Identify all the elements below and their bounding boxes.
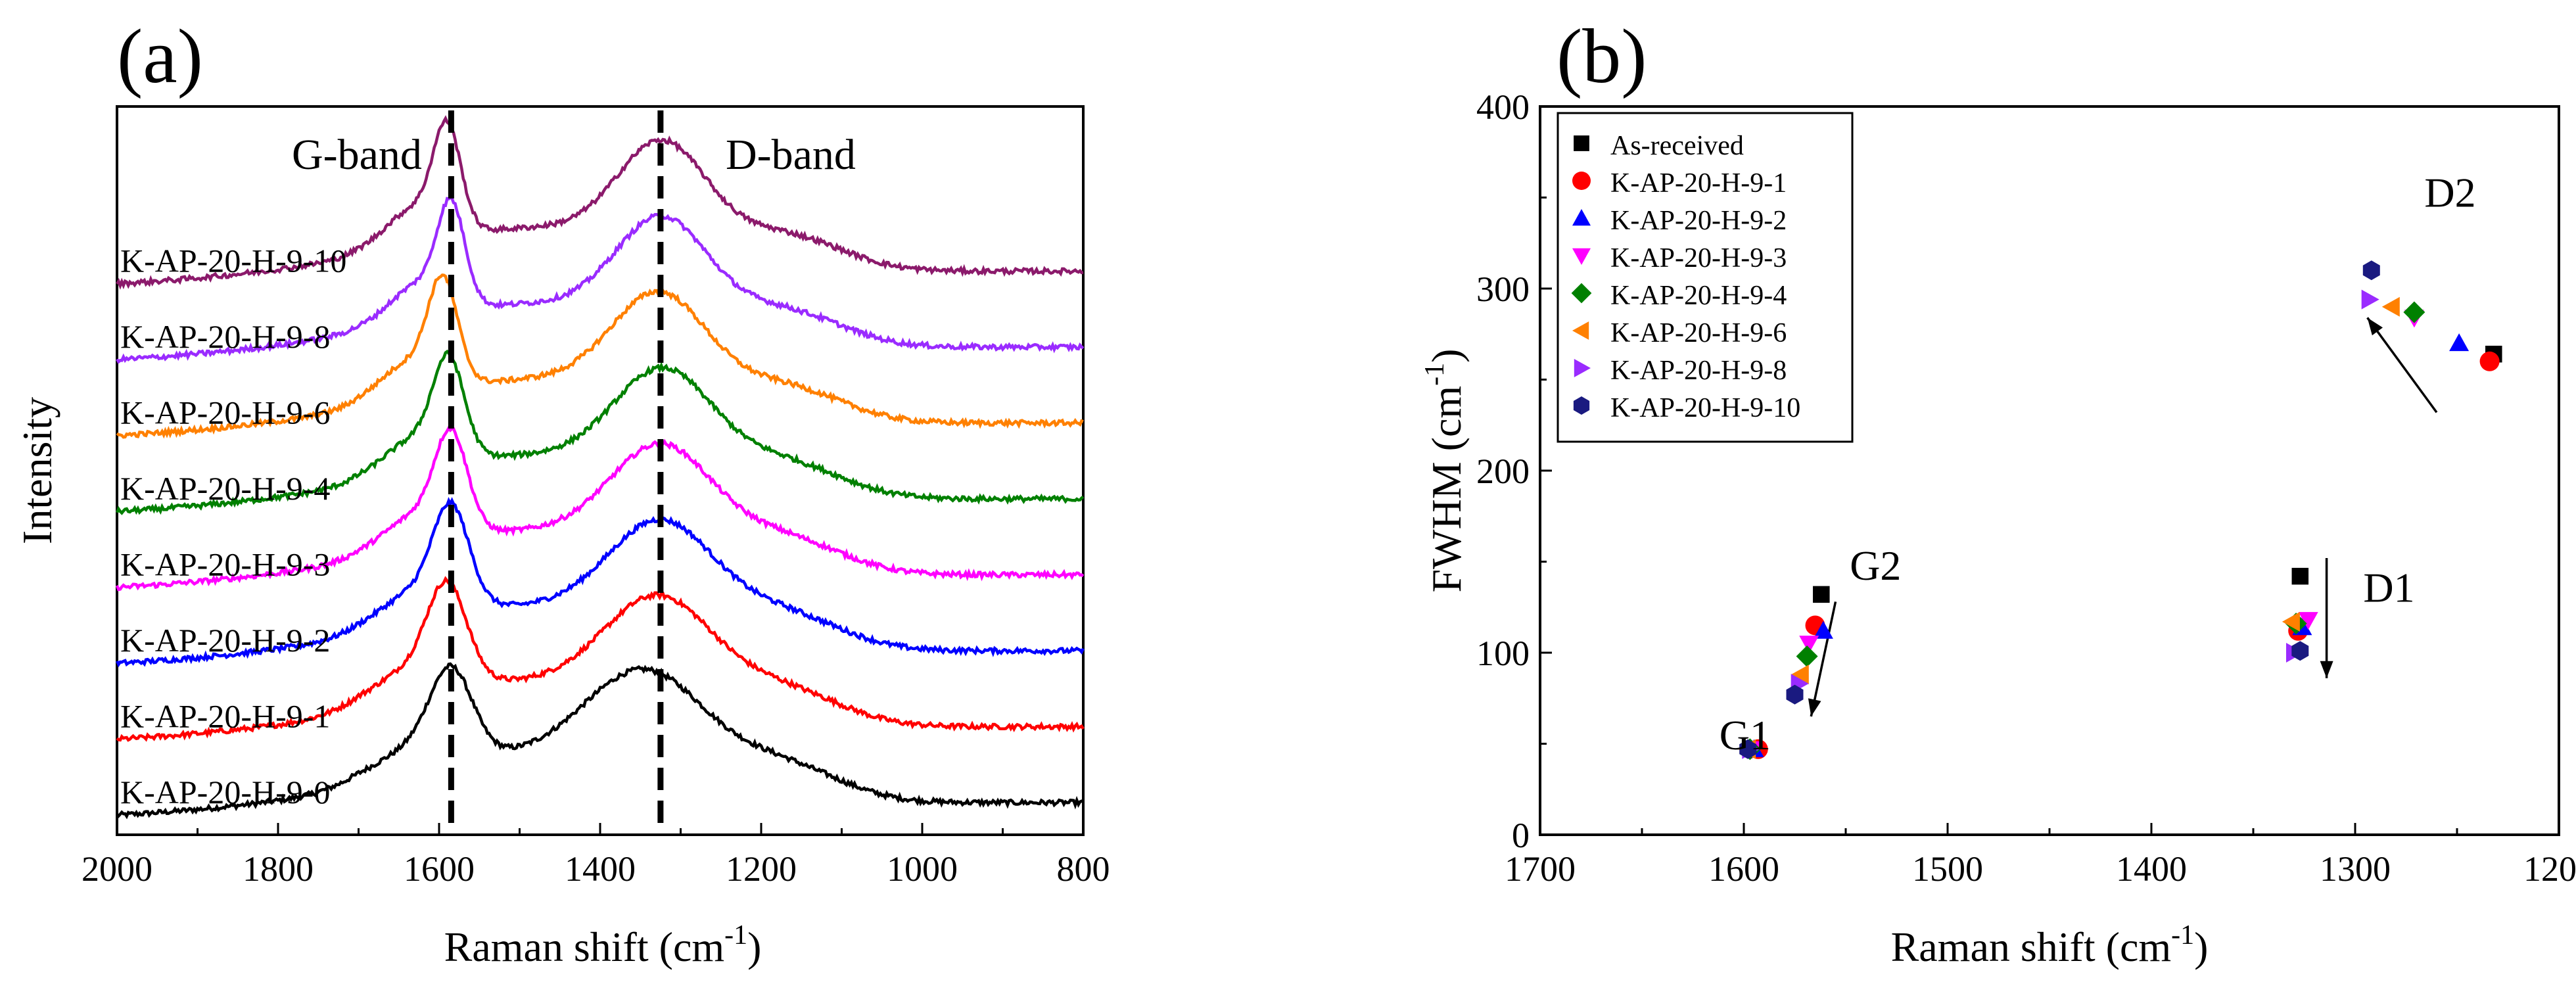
y-tick-label: 300: [1476, 269, 1530, 309]
spectrum-k-ap-20-h-9-0: [116, 662, 1084, 820]
x-tick-label: 1300: [2320, 849, 2391, 889]
point-k-ap-20-h-9-10: [2362, 260, 2380, 281]
point-k-ap-20-h-9-10: [1786, 684, 1804, 705]
panel-a-series-labels: K-AP-20-H-9-0 K-AP-20-H-9-1 K-AP-20-H-9-2 K…: [120, 243, 346, 811]
spectrum-k-ap-20-h-9-10: [116, 115, 1084, 290]
series-label-k-ap-20-h-9-6: K-AP-20-H-9-6: [120, 394, 330, 431]
peak-label-d1: D1: [2363, 564, 2414, 611]
panel-b-y-axis-title: FWHM (cm-1): [1420, 349, 1470, 593]
y-tick-label: 0: [1512, 816, 1530, 855]
y-tick-label: 100: [1476, 634, 1530, 673]
point-k-ap-20-h-9-6: [2381, 296, 2400, 317]
g-band-label: G-band: [292, 131, 422, 179]
legend-marker-k-ap-20-h-9-8: [1574, 359, 1591, 377]
legend-marker-k-ap-20-h-9-4: [1571, 283, 1592, 304]
point-k-ap-20-h-9-1: [2479, 351, 2500, 371]
trend-arrow-head: [1808, 698, 1821, 716]
y-tick-label: 200: [1476, 452, 1530, 491]
peak-label-d2: D2: [2424, 169, 2475, 216]
spectrum-k-ap-20-h-9-6: [116, 273, 1084, 439]
x-tick-label: 1600: [404, 849, 475, 889]
peak-label-g2: G2: [1850, 542, 1901, 589]
trend-arrow-head: [2367, 317, 2383, 336]
x-tick-label: 1200: [2523, 849, 2576, 889]
legend-label-k-ap-20-h-9-6: K-AP-20-H-9-6: [1610, 318, 1787, 348]
series-label-k-ap-20-h-9-2: K-AP-20-H-9-2: [120, 622, 330, 659]
x-tick-label: 1500: [1912, 849, 1983, 889]
panel-a-label: (a): [117, 13, 203, 99]
legend-label-k-ap-20-h-9-3: K-AP-20-H-9-3: [1610, 243, 1787, 273]
panel-b-points: [1738, 260, 2502, 760]
point-k-ap-20-h-9-3: [1799, 636, 1819, 654]
x-tick-label: 1600: [1708, 849, 1779, 889]
spectrum-k-ap-20-h-9-1: [116, 576, 1085, 742]
legend-marker-as-received: [1574, 135, 1589, 151]
legend-box: [1557, 112, 1854, 443]
legend-marker-k-ap-20-h-9-1: [1572, 172, 1591, 190]
legend-marker-k-ap-20-h-9-6: [1572, 321, 1589, 340]
panel-a-x-axis-title: Raman shift (cm-1): [444, 920, 762, 970]
point-as-received: [1813, 586, 1830, 603]
panel-a-y-axis-title: Intensity: [14, 397, 60, 544]
trend-arrow-line: [1810, 601, 1837, 717]
point-k-ap-20-h-9-2: [1813, 620, 1833, 639]
legend-label-k-ap-20-h-9-1: K-AP-20-H-9-1: [1610, 168, 1787, 199]
legend-label-as-received: As-received: [1610, 131, 1744, 161]
point-k-ap-20-h-9-8: [2361, 289, 2379, 310]
peak-label-g1: G1: [1720, 712, 1771, 759]
legend-marker-k-ap-20-h-9-3: [1572, 248, 1591, 265]
point-k-ap-20-h-9-10: [2291, 641, 2309, 661]
point-k-ap-20-h-9-4: [1796, 645, 1818, 668]
panel-a-x-ticks: 2000 1800 1600 1400 1200 1000 800: [82, 823, 1110, 889]
legend-label-k-ap-20-h-9-10: K-AP-20-H-9-10: [1610, 393, 1800, 423]
panel-a-curves: [115, 115, 1085, 820]
panel-a: (a) 2000 1800 1600 1400 1200 1000 800 K-AP-20-…: [14, 13, 1110, 970]
y-tick-label: 400: [1476, 87, 1530, 127]
series-label-k-ap-20-h-9-0: K-AP-20-H-9-0: [120, 774, 330, 810]
legend-marker-k-ap-20-h-9-2: [1572, 209, 1591, 226]
x-tick-label: 1000: [887, 849, 958, 889]
spectrum-k-ap-20-h-9-2: [115, 497, 1085, 668]
series-label-k-ap-20-h-9-4: K-AP-20-H-9-4: [120, 470, 330, 507]
legend-label-k-ap-20-h-9-8: K-AP-20-H-9-8: [1610, 356, 1787, 386]
d-band-label: D-band: [726, 131, 856, 179]
x-tick-label: 800: [1057, 849, 1110, 889]
series-label-k-ap-20-h-9-10: K-AP-20-H-9-10: [120, 243, 346, 279]
point-k-ap-20-h-9-10: [1739, 739, 1757, 759]
x-tick-label: 1400: [2116, 849, 2187, 889]
panel-b-label: (b): [1557, 13, 1647, 99]
point-k-ap-20-h-9-3: [2298, 612, 2318, 630]
legend-marker-k-ap-20-h-9-10: [1573, 396, 1590, 415]
point-k-ap-20-h-9-6: [1791, 665, 1809, 685]
series-label-k-ap-20-h-9-8: K-AP-20-H-9-8: [120, 318, 330, 355]
panel-b-axis-ticks: 1700 1600 1500 1400 1300 1200 0 100 200 300 400: [1476, 87, 2576, 889]
panel-b: (b) 1700 1600 1500 1400 1300 1200 0 100 200 300 40…: [1420, 13, 2576, 970]
x-tick-label: 1800: [243, 849, 314, 889]
panel-b-legend: As-received K-AP-20-H-9-1 K-AP-20-H-9-2 K-A…: [1557, 112, 1854, 443]
legend-label-k-ap-20-h-9-4: K-AP-20-H-9-4: [1610, 281, 1787, 311]
series-label-k-ap-20-h-9-3: K-AP-20-H-9-3: [120, 546, 330, 583]
x-tick-label: 1400: [565, 849, 636, 889]
panel-a-band-lines: [448, 110, 664, 833]
point-as-received: [2291, 567, 2309, 585]
point-k-ap-20-h-9-6: [2282, 611, 2300, 632]
point-k-ap-20-h-9-4: [2403, 301, 2425, 323]
panel-b-peak-labels: D2 G2 D1 G1: [1720, 169, 2476, 758]
point-k-ap-20-h-9-2: [2449, 333, 2470, 352]
series-label-k-ap-20-h-9-1: K-AP-20-H-9-1: [120, 698, 330, 735]
spectrum-k-ap-20-h-9-4: [115, 349, 1085, 515]
panel-b-x-axis-title: Raman shift (cm-1): [1891, 920, 2209, 970]
spectrum-k-ap-20-h-9-8: [116, 195, 1085, 364]
legend-label-k-ap-20-h-9-2: K-AP-20-H-9-2: [1610, 206, 1787, 236]
trend-arrow-head: [2320, 661, 2333, 678]
spectrum-k-ap-20-h-9-3: [115, 425, 1085, 592]
panel-b-trend-arrows: [1808, 317, 2438, 717]
x-tick-label: 1200: [726, 849, 797, 889]
trend-arrow-line: [2366, 317, 2438, 413]
x-tick-label: 2000: [82, 849, 152, 889]
x-tick-label: 1700: [1505, 849, 1576, 889]
